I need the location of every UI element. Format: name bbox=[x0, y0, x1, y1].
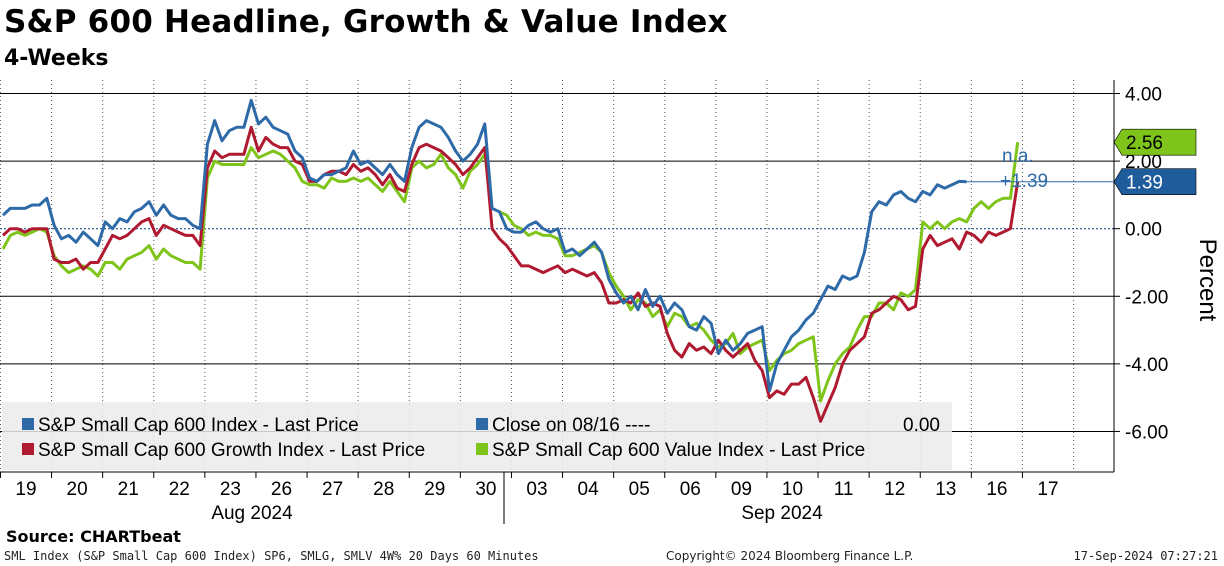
x-tick-label: 30 bbox=[475, 479, 496, 500]
legend-value: 0.00 bbox=[903, 415, 940, 436]
x-tick-label: 17 bbox=[1037, 479, 1058, 500]
chart-title: S&P 600 Headline, Growth & Value Index bbox=[4, 4, 728, 40]
legend-swatch bbox=[476, 418, 488, 430]
x-tick-label: 04 bbox=[578, 479, 600, 500]
chart-subtitle: 4-Weeks bbox=[4, 46, 109, 71]
legend-swatch bbox=[476, 443, 488, 455]
footer-timestamp: 17-Sep-2024 07:27:21 bbox=[1073, 549, 1219, 563]
x-tick-label: 05 bbox=[629, 479, 650, 500]
month-label: Sep 2024 bbox=[741, 503, 823, 524]
month-label: Aug 2024 bbox=[211, 503, 293, 524]
x-tick-label: 26 bbox=[271, 479, 292, 500]
y-tick-label: -2.00 bbox=[1125, 287, 1168, 308]
x-tick-label: 22 bbox=[169, 479, 190, 500]
x-tick-label: 21 bbox=[118, 479, 139, 500]
legend-swatch bbox=[22, 443, 34, 455]
series-line bbox=[1, 98, 967, 393]
end-value-label: 1.39 bbox=[1126, 173, 1163, 194]
y-tick-label: 4.00 bbox=[1125, 85, 1162, 106]
series-line bbox=[1, 125, 1020, 423]
x-tick-label: 27 bbox=[322, 479, 343, 500]
annotation-na: n.a. bbox=[1002, 146, 1034, 167]
x-tick-label: 28 bbox=[373, 479, 394, 500]
x-tick-label: 16 bbox=[986, 479, 1007, 500]
legend-label: S&P Small Cap 600 Growth Index - Last Pr… bbox=[38, 440, 425, 461]
y-tick-label: -4.00 bbox=[1125, 355, 1168, 376]
x-tick-label: 13 bbox=[935, 479, 956, 500]
legend-background bbox=[2, 402, 952, 470]
x-tick-label: 19 bbox=[15, 479, 36, 500]
legend-swatch bbox=[22, 418, 34, 430]
series-line bbox=[1, 142, 1020, 403]
footer-copyright: Copyright© 2024 Bloomberg Finance L.P. bbox=[666, 549, 914, 563]
legend-label: Close on 08/16 ---- bbox=[492, 415, 650, 436]
x-tick-label: 11 bbox=[834, 479, 854, 500]
y-axis-title: Percent bbox=[1194, 239, 1221, 322]
y-tick-label: -6.00 bbox=[1125, 422, 1168, 443]
end-value-label: 2.56 bbox=[1126, 133, 1163, 154]
source-note: Source: CHARTbeat bbox=[6, 527, 181, 546]
x-tick-label: 20 bbox=[67, 479, 88, 500]
legend-label: S&P Small Cap 600 Index - Last Price bbox=[38, 415, 359, 436]
end-value-tag bbox=[1113, 128, 1197, 156]
end-value-tag bbox=[1113, 168, 1197, 196]
x-tick-label: 29 bbox=[424, 479, 445, 500]
x-tick-label: 12 bbox=[884, 479, 905, 500]
annotation-value: +1.39 bbox=[1000, 171, 1048, 192]
legend-label: S&P Small Cap 600 Value Index - Last Pri… bbox=[492, 440, 865, 461]
y-tick-label: 2.00 bbox=[1125, 152, 1162, 173]
y-tick-label: 0.00 bbox=[1125, 220, 1162, 241]
x-tick-label: 10 bbox=[782, 479, 803, 500]
x-tick-label: 06 bbox=[680, 479, 701, 500]
x-tick-label: 09 bbox=[731, 479, 752, 500]
x-tick-label: 23 bbox=[220, 479, 241, 500]
footer-ticker-info: SML Index (S&P Small Cap 600 Index) SP6,… bbox=[4, 549, 539, 563]
x-tick-label: 03 bbox=[526, 479, 547, 500]
